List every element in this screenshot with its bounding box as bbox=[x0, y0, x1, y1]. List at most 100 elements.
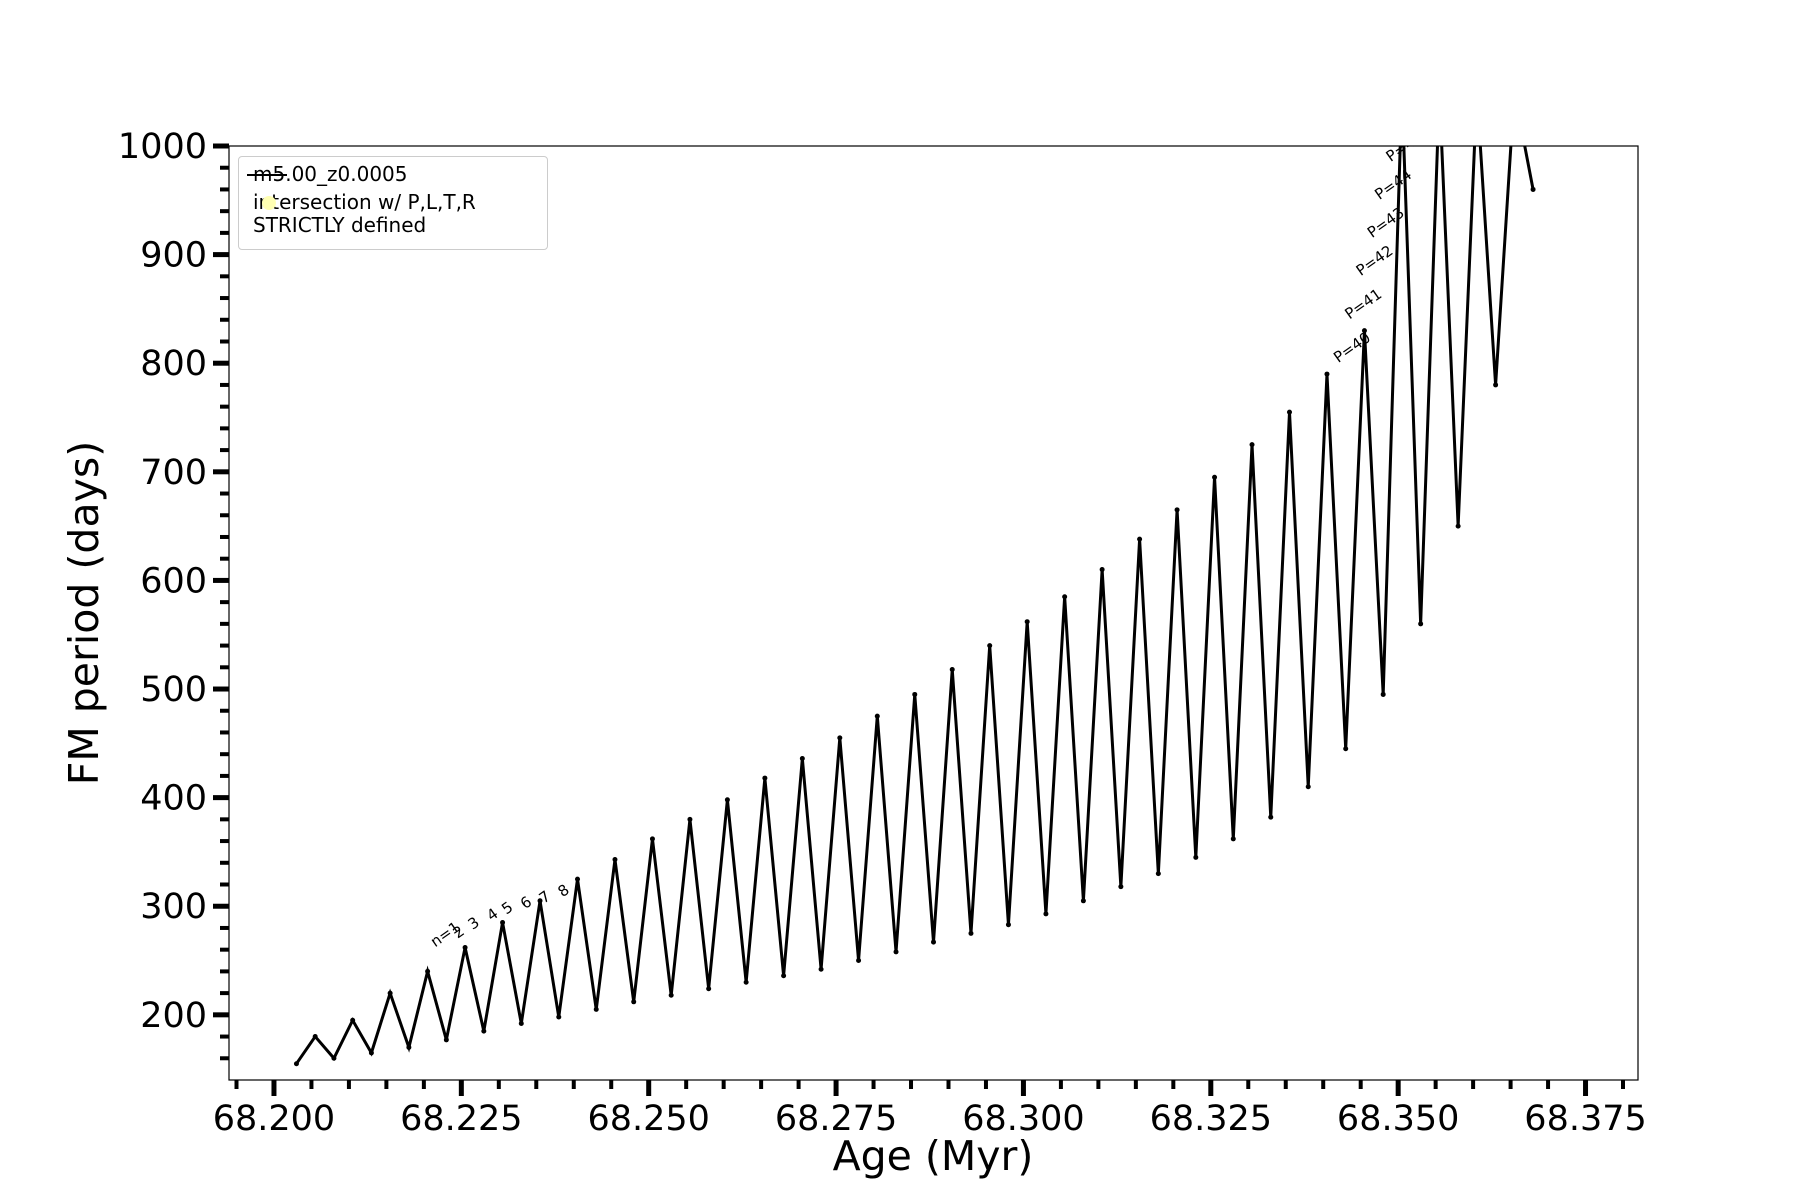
y-tick-label: 900 bbox=[140, 236, 207, 276]
series-point bbox=[612, 857, 618, 863]
series-point bbox=[1361, 328, 1367, 334]
series-point bbox=[1418, 621, 1424, 627]
series-point bbox=[462, 945, 468, 951]
y-tick-label: 700 bbox=[140, 453, 207, 493]
x-tick-label: 68.250 bbox=[587, 1099, 709, 1139]
series-point bbox=[556, 1014, 562, 1020]
y-axis-label: FM period (days) bbox=[60, 441, 108, 785]
series-point bbox=[293, 1061, 299, 1067]
legend-entry: intersection w/ P,L,T,R STRICTLY defined bbox=[239, 191, 476, 237]
series-point bbox=[1512, 89, 1517, 94]
series-point bbox=[1493, 382, 1499, 388]
series-point bbox=[874, 713, 880, 719]
series-point bbox=[1118, 884, 1124, 890]
series-point bbox=[1024, 619, 1030, 625]
series-point bbox=[818, 966, 824, 972]
plot-frame bbox=[228, 145, 1639, 1081]
annotation: P=41 bbox=[1341, 285, 1385, 323]
series-point bbox=[1230, 836, 1236, 842]
series-point bbox=[425, 968, 431, 974]
series-point bbox=[481, 1028, 487, 1034]
series-point bbox=[1043, 911, 1049, 917]
legend-label: m5.00_z0.0005 bbox=[253, 162, 408, 186]
series-point bbox=[837, 735, 843, 741]
series-point bbox=[1080, 898, 1086, 904]
legend: m5.00_z0.0005 intersection w/ P,L,T,R STR… bbox=[238, 156, 548, 250]
x-tick-label: 68.325 bbox=[1150, 1099, 1272, 1139]
series-point bbox=[1155, 871, 1161, 877]
annotation: 4 bbox=[483, 904, 501, 924]
series-point bbox=[1174, 507, 1180, 513]
series-point bbox=[912, 691, 918, 697]
series-point bbox=[781, 973, 787, 979]
series-point bbox=[1437, 89, 1442, 94]
series-point bbox=[350, 1017, 356, 1023]
series-point bbox=[387, 990, 393, 996]
legend-icon bbox=[262, 196, 276, 210]
series-point bbox=[368, 1050, 374, 1056]
series-point bbox=[1380, 691, 1386, 697]
annotation: 3 bbox=[465, 913, 483, 933]
series-point bbox=[593, 1006, 599, 1012]
series-point bbox=[687, 816, 693, 822]
series-point bbox=[1137, 536, 1143, 542]
x-axis-label: Age (Myr) bbox=[833, 1132, 1034, 1180]
series-point bbox=[1249, 442, 1255, 448]
series-point bbox=[724, 797, 730, 803]
series-point bbox=[312, 1034, 318, 1040]
series-point bbox=[1474, 89, 1479, 94]
series-point bbox=[575, 876, 581, 882]
series-point bbox=[893, 949, 899, 955]
y-tick-label: 200 bbox=[140, 996, 207, 1036]
series-point bbox=[1193, 854, 1199, 860]
series-point bbox=[1530, 186, 1536, 192]
series-point bbox=[968, 930, 974, 936]
series-point bbox=[443, 1037, 449, 1043]
series-point bbox=[987, 643, 993, 649]
series-point bbox=[500, 920, 506, 926]
annotation: 6 bbox=[517, 893, 535, 913]
x-tick-label: 68.350 bbox=[1337, 1099, 1459, 1139]
series-point bbox=[1324, 371, 1330, 377]
y-tick-label: 1000 bbox=[118, 127, 207, 167]
series-point bbox=[799, 756, 805, 762]
series-point bbox=[1005, 922, 1011, 928]
x-tick-label: 68.375 bbox=[1524, 1099, 1646, 1139]
series-point bbox=[631, 999, 637, 1005]
series-point bbox=[1099, 567, 1105, 573]
series-point bbox=[762, 775, 768, 781]
series-point bbox=[1062, 594, 1068, 600]
legend-entry: m5.00_z0.0005 bbox=[239, 163, 408, 186]
legend-icon bbox=[247, 174, 287, 176]
series-point bbox=[331, 1055, 337, 1061]
series-point bbox=[1286, 409, 1292, 415]
legend-label: intersection w/ P,L,T,R STRICTLY defined bbox=[253, 190, 476, 237]
series-point bbox=[949, 666, 955, 672]
y-tick-label: 800 bbox=[140, 344, 207, 384]
series-point bbox=[1455, 523, 1461, 529]
x-tick-label: 68.300 bbox=[962, 1099, 1084, 1139]
series-point bbox=[537, 898, 543, 904]
series-point bbox=[931, 939, 936, 945]
series-point bbox=[1343, 746, 1349, 752]
series-point bbox=[1212, 474, 1218, 480]
series-point bbox=[706, 986, 712, 992]
annotation: P=43 bbox=[1364, 203, 1408, 241]
annotation: P=44 bbox=[1371, 165, 1415, 203]
annotation: 8 bbox=[554, 881, 572, 901]
y-tick-label: 400 bbox=[140, 779, 207, 819]
y-tick-label: 600 bbox=[140, 561, 207, 601]
series-point bbox=[1399, 89, 1404, 94]
series-point bbox=[668, 992, 674, 998]
annotation: 5 bbox=[498, 898, 516, 918]
x-tick-label: 68.200 bbox=[213, 1099, 335, 1139]
series-point bbox=[856, 958, 862, 964]
y-tick-label: 500 bbox=[140, 670, 207, 710]
series-point bbox=[649, 836, 655, 842]
x-tick-label: 68.275 bbox=[775, 1099, 897, 1139]
annotation: P=42 bbox=[1353, 242, 1397, 280]
series-point bbox=[743, 979, 749, 985]
series-point bbox=[1268, 814, 1274, 820]
